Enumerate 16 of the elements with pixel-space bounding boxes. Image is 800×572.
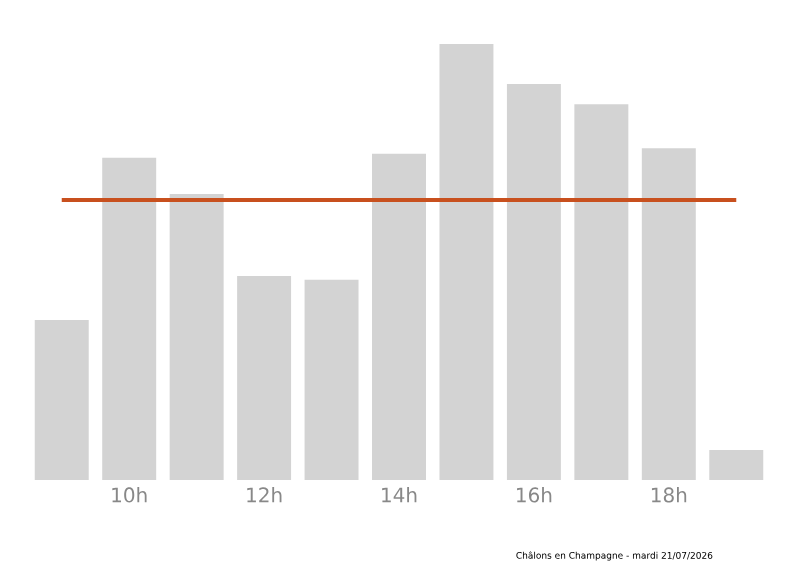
bar: [237, 275, 292, 480]
bar: [372, 153, 426, 480]
x-tick-label: 18h: [651, 487, 687, 503]
x-tick-label: 10h: [112, 487, 147, 503]
bar: [34, 319, 89, 480]
x-tick-label: 14h: [382, 487, 417, 503]
bar: [304, 279, 359, 480]
bar: [169, 193, 224, 480]
bar: [102, 157, 157, 480]
x-tick-label: 12h: [247, 487, 282, 503]
bar: [439, 43, 494, 480]
bar: [574, 104, 629, 480]
bar: [709, 449, 764, 480]
x-tick-label: 16h: [517, 487, 552, 503]
bar: [641, 148, 696, 480]
bar: [506, 84, 561, 480]
